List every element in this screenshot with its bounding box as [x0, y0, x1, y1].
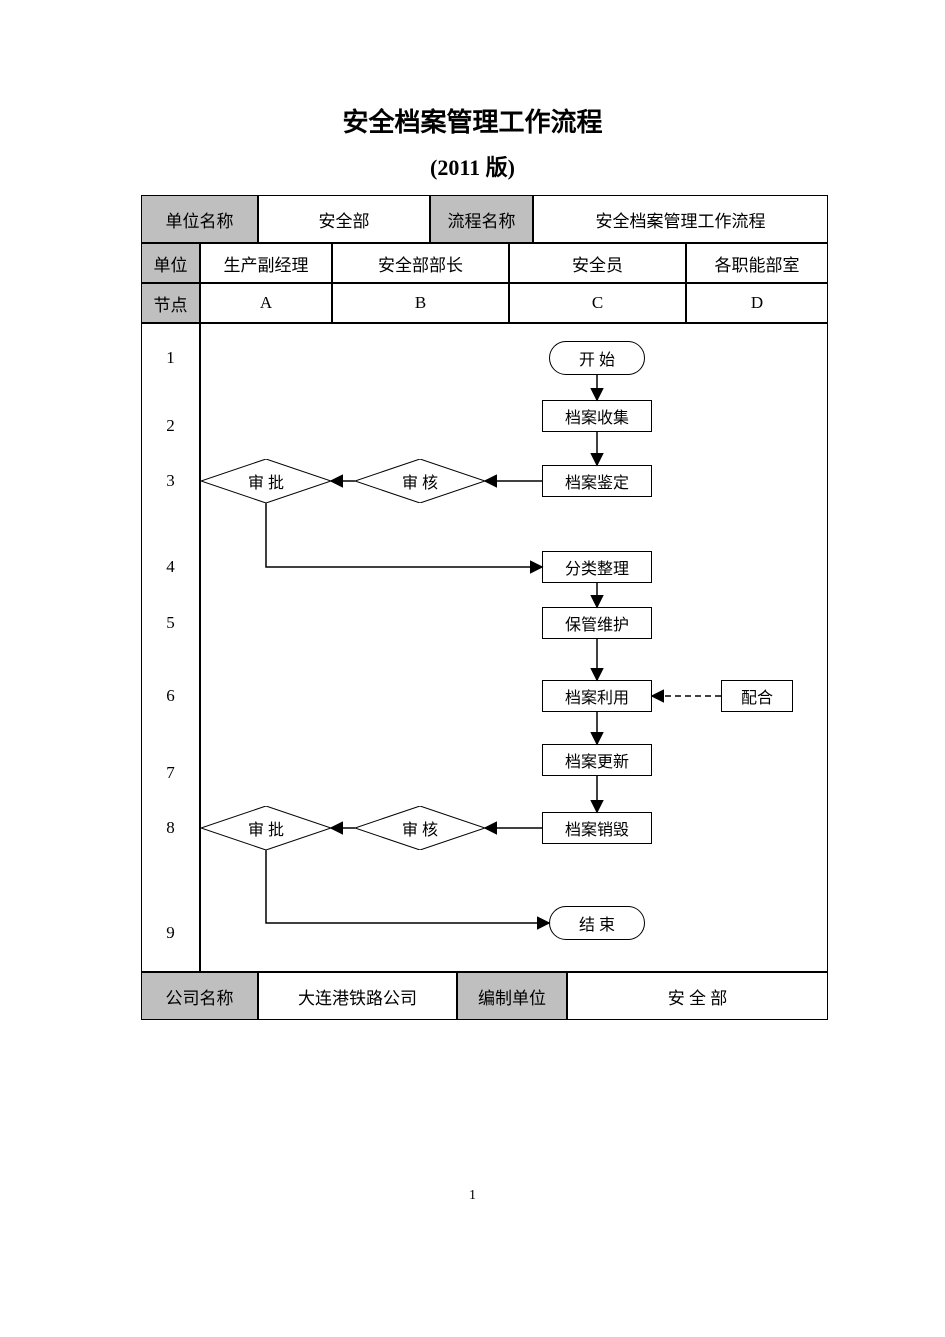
flow-arrows [0, 0, 945, 1337]
page-number: 1 [0, 1188, 945, 1204]
document-page: 安全档案管理工作流程(2011 版)单位名称安全部流程名称安全档案管理工作流程单… [0, 0, 945, 1337]
